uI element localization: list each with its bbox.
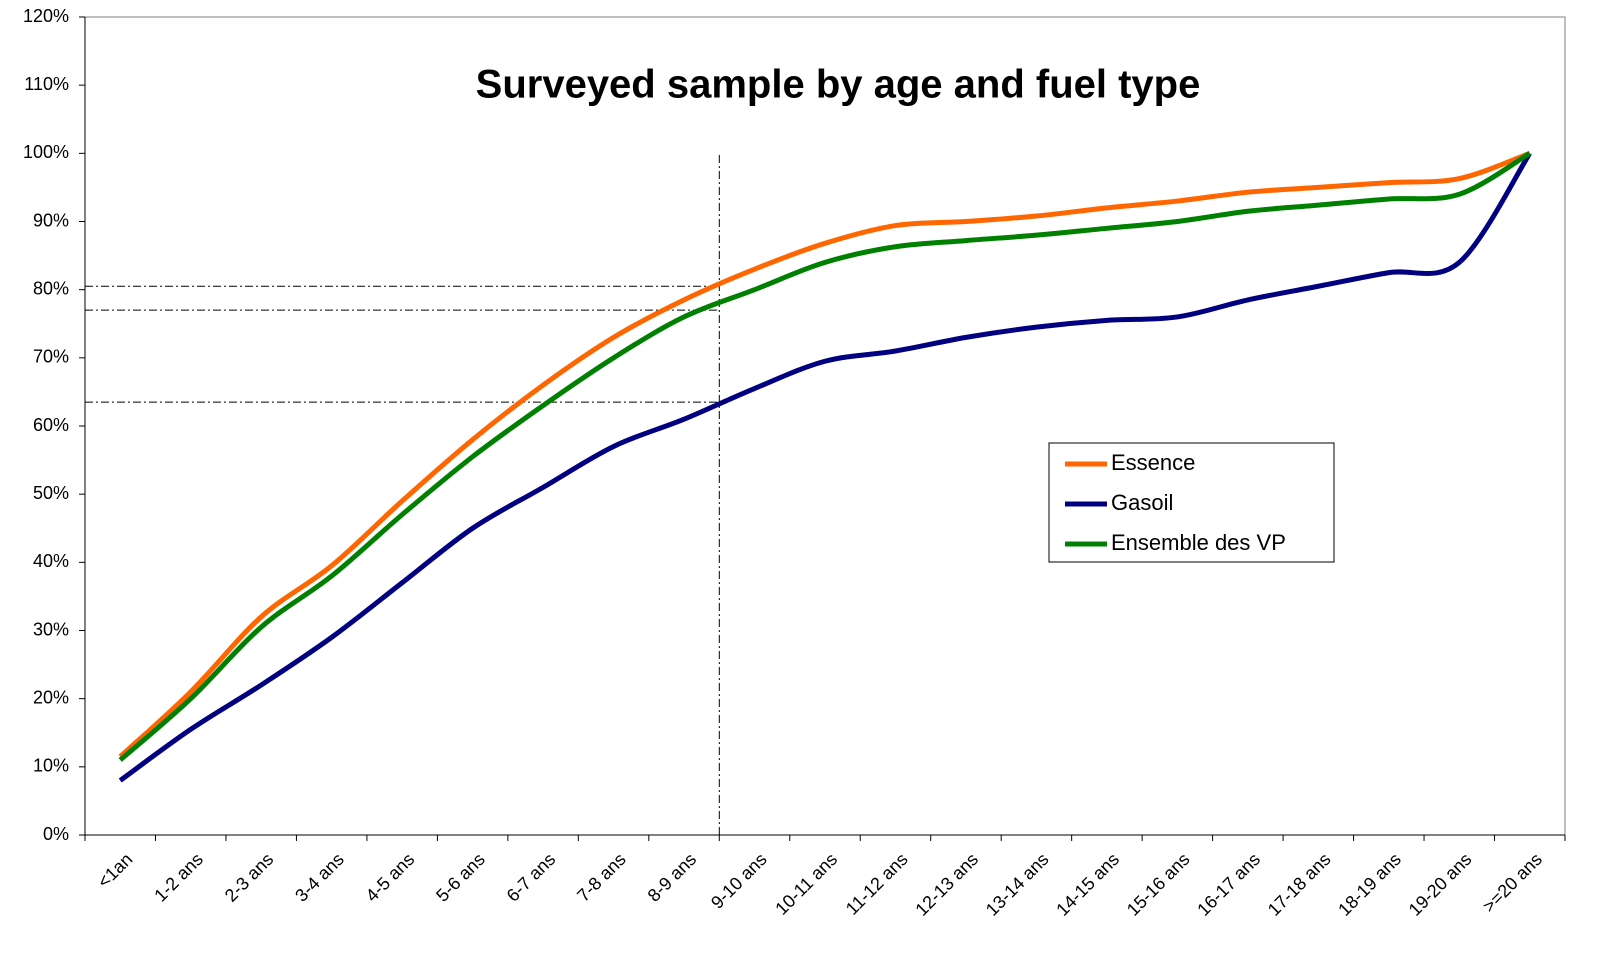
y-tick-label: 110% [24, 74, 69, 94]
x-tick-label: 5-6 ans [432, 849, 489, 906]
x-tick-label: 13-14 ans [982, 849, 1053, 920]
y-tick-label: 90% [33, 210, 69, 230]
y-tick-label: 50% [33, 483, 69, 503]
legend-label: Essence [1111, 450, 1195, 475]
x-tick-label: 15-16 ans [1123, 849, 1194, 920]
x-tick-label: 8-9 ans [644, 849, 701, 906]
x-tick-label: 14-15 ans [1052, 849, 1123, 920]
x-tick-label: 17-18 ans [1264, 849, 1335, 920]
series-line [118, 150, 1531, 759]
x-tick-label: 6-7 ans [503, 849, 560, 906]
x-tick-label: 11-12 ans [842, 849, 912, 919]
x-tick-label: >=20 ans [1479, 849, 1546, 916]
plot-area [84, 16, 1566, 836]
x-tick-label: 19-20 ans [1405, 849, 1476, 920]
x-tick-label: <1an [94, 849, 137, 892]
series-line [118, 151, 1532, 783]
y-tick-label: 100% [23, 142, 69, 162]
x-tick-label: 7-8 ans [573, 849, 630, 906]
y-tick-label: 80% [33, 278, 69, 298]
legend-label: Gasoil [1111, 490, 1173, 515]
x-tick-label: 1-2 ans [150, 849, 207, 906]
y-tick-label: 40% [33, 551, 69, 571]
series-line [118, 151, 1532, 762]
x-tick-label: 10-11 ans [771, 849, 841, 919]
x-tick-label: 18-19 ans [1334, 849, 1405, 920]
x-tick-label: 12-13 ans [911, 849, 982, 920]
y-tick-label: 30% [33, 619, 69, 639]
x-tick-label: 9-10 ans [707, 849, 771, 913]
x-tick-label: 16-17 ans [1193, 849, 1264, 920]
y-tick-label: 120% [23, 6, 69, 26]
x-tick-label: 4-5 ans [362, 849, 419, 906]
y-tick-label: 20% [33, 687, 69, 707]
chart-title: Surveyed sample by age and fuel type [476, 63, 1201, 107]
legend-label: Ensemble des VP [1111, 530, 1286, 555]
y-tick-label: 0% [43, 824, 69, 844]
y-tick-label: 70% [33, 347, 69, 367]
y-tick-label: 60% [33, 415, 69, 435]
y-tick-label: 10% [33, 756, 69, 776]
x-tick-label: 2-3 ans [221, 849, 278, 906]
x-tick-label: 3-4 ans [291, 849, 348, 906]
